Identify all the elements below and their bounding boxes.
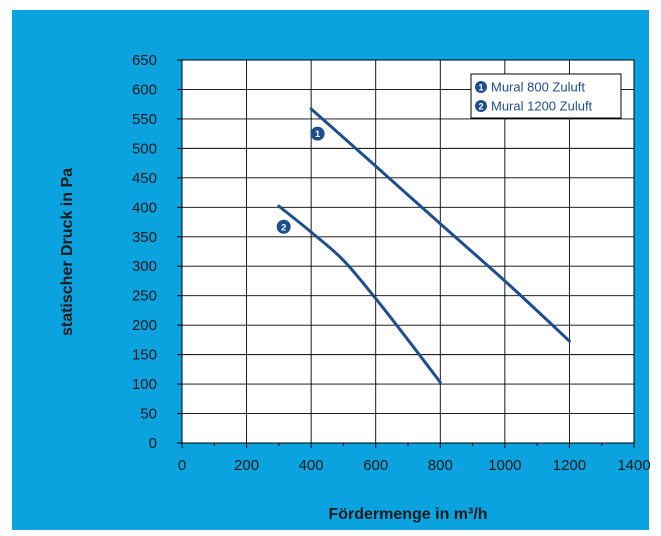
- legend-label-2: Mural 1200 Zuluft: [491, 99, 593, 114]
- series-lines: [277, 107, 571, 384]
- x-tick-label: 0: [178, 457, 186, 474]
- y-tick-label: 500: [132, 140, 157, 157]
- y-tick-label: 150: [132, 347, 157, 364]
- legend-box: [470, 73, 622, 119]
- x-axis-title: Fördermenge in m³/h: [328, 506, 487, 523]
- axis-ticks: 0 200 400 600 800 1000 1200 1400050100150200250…: [132, 52, 651, 474]
- series-line-1: [309, 107, 571, 343]
- legend-marker-1-number: 1: [478, 83, 483, 93]
- y-tick-label: 450: [132, 170, 157, 187]
- legend-marker-1-icon: [475, 81, 487, 93]
- legend-item-1: 1 Mural 800 Zuluft: [475, 80, 585, 95]
- plot-area: [181, 59, 635, 444]
- series-markers: 12: [276, 126, 325, 234]
- series-line-2: [277, 204, 442, 384]
- x-tick-label: 600: [363, 457, 388, 474]
- legend-marker-2-icon: [475, 100, 487, 112]
- x-tick-label: 800: [428, 457, 453, 474]
- x-tick-label: 1200: [553, 457, 586, 474]
- y-tick-label: 100: [132, 376, 157, 393]
- y-tick-label: 550: [132, 111, 157, 128]
- x-tick-label: 200: [234, 457, 259, 474]
- x-tick-label: 1000: [488, 457, 521, 474]
- legend-label-1: Mural 800 Zuluft: [491, 80, 585, 95]
- series-marker-2-icon: [276, 219, 291, 234]
- series-marker-1-number: 1: [315, 129, 320, 139]
- series-marker-1-icon: [310, 126, 325, 141]
- y-tick-label: 350: [132, 229, 157, 246]
- y-tick-label: 300: [132, 258, 157, 275]
- y-tick-label: 250: [132, 288, 157, 305]
- legend: 1 Mural 800 Zuluft 2 Mural 1200 Zuluft: [470, 73, 622, 119]
- y-tick-label: 0: [149, 435, 157, 452]
- legend-item-2: 2 Mural 1200 Zuluft: [475, 99, 593, 114]
- grid-lines: [182, 60, 634, 443]
- series-marker-2-number: 2: [281, 222, 286, 232]
- x-tick-label: 1400: [617, 457, 650, 474]
- y-tick-label: 600: [132, 81, 157, 98]
- y-tick-label: 50: [140, 406, 157, 423]
- legend-marker-2-number: 2: [478, 102, 483, 112]
- y-tick-label: 650: [132, 52, 157, 69]
- x-tick-label: 400: [299, 457, 324, 474]
- y-tick-label: 200: [132, 317, 157, 334]
- y-axis-title: statischer Druck in Pa: [59, 168, 76, 336]
- y-tick-label: 400: [132, 199, 157, 216]
